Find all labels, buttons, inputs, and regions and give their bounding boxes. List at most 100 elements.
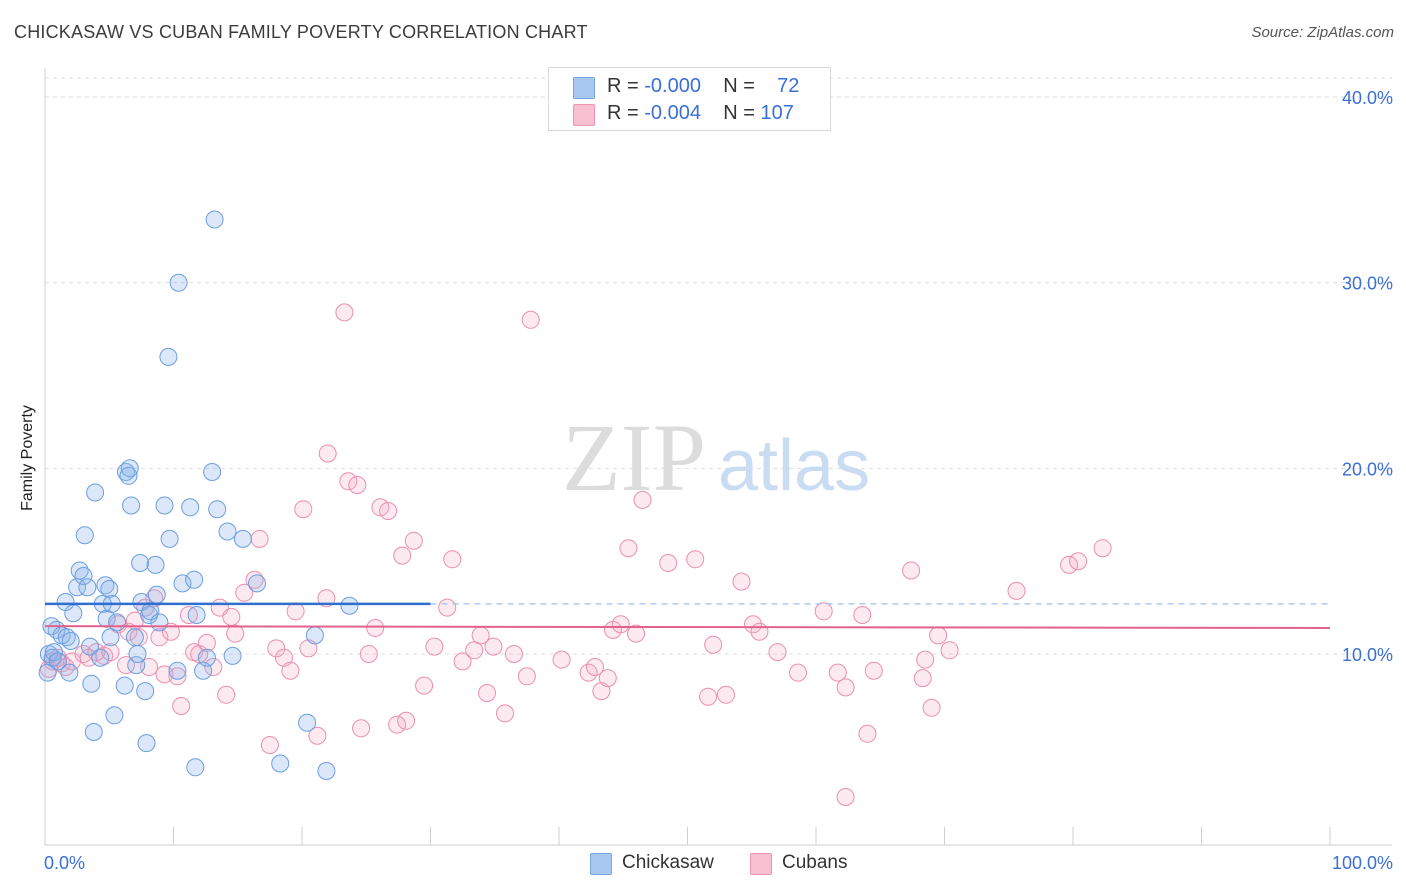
cubans-point [267, 639, 286, 658]
tick-labels: 10.0% 20.0% 30.0% 40.0% 0.0% 100.0% [44, 88, 1393, 873]
chickasaw-point [48, 652, 67, 671]
cubans-point [598, 669, 617, 688]
cubans-point [913, 669, 932, 688]
cubans-point [294, 500, 313, 519]
chickasaw-point [340, 596, 359, 615]
cubans-point [586, 658, 604, 676]
chickasaw-point [197, 648, 216, 667]
chickasaw-point [305, 626, 324, 645]
cubans-point [404, 531, 423, 550]
cubans-point [117, 656, 135, 675]
chickasaw-point [271, 754, 290, 773]
legend-r-label: R = [607, 102, 639, 124]
cubans-point [922, 698, 941, 717]
chickasaw-point [223, 646, 242, 665]
chickasaw-point [203, 463, 222, 481]
chickasaw-point [60, 663, 79, 682]
chickasaw-point [91, 648, 110, 667]
chickasaw-point [108, 613, 126, 632]
cubans-point [699, 687, 718, 706]
chickasaw-point [75, 526, 94, 545]
cubans-point [317, 589, 336, 608]
chickasaw-point [205, 210, 224, 229]
grid-lines [45, 77, 1392, 655]
cubans-point [750, 622, 769, 641]
legend-n-label: N = [723, 75, 755, 97]
cubans-point [217, 685, 236, 704]
cubans-point [768, 643, 787, 662]
y-tick-label: 20.0% [1342, 459, 1393, 479]
cubans-point [686, 550, 705, 569]
cubans-point [425, 637, 444, 656]
cubans-point [397, 711, 416, 730]
chickasaw-point [160, 529, 179, 548]
cubans-point [281, 661, 300, 680]
cubans-point [659, 554, 678, 572]
cubans-point [235, 583, 254, 602]
cubans-point [318, 444, 337, 463]
chickasaw-point [101, 628, 120, 647]
cubans-point [478, 684, 496, 702]
chickasaw-point [78, 578, 97, 597]
cubans-point [168, 667, 187, 686]
chickasaw-point [115, 676, 134, 695]
chickasaw-point [64, 604, 83, 623]
cubans-point [732, 572, 751, 591]
cubans-point [260, 736, 279, 754]
chickasaw-point [298, 713, 317, 732]
watermark: ZIP atlas [562, 404, 870, 511]
legend-swatch-chickasaw [573, 77, 595, 99]
cubans-point [744, 615, 762, 634]
cubans-point [704, 635, 723, 654]
cubans-point [453, 652, 472, 671]
cubans-point [250, 529, 269, 548]
chickasaw-point [45, 643, 63, 662]
cubans-point [348, 476, 367, 494]
trend-lines [44, 602, 1331, 630]
cubans-point [438, 598, 457, 617]
chart-title: CHICKASAW VS CUBAN FAMILY POVERTY CORREL… [14, 22, 588, 42]
y-tick-label: 40.0% [1342, 88, 1393, 108]
chickasaw-point [137, 734, 156, 753]
cubans-point [858, 724, 877, 743]
chickasaw-points [38, 210, 359, 780]
cubans-point [1060, 555, 1079, 574]
cubans-point [204, 658, 223, 676]
cubans-point [1069, 552, 1088, 571]
cubans-point [814, 602, 833, 621]
cubans-point [286, 602, 305, 621]
chickasaw-point [146, 555, 165, 574]
y-tick-label: 10.0% [1342, 645, 1393, 665]
cubans-point [379, 502, 398, 520]
chickasaw-point [187, 606, 206, 624]
legend-n-value: 107 [760, 102, 794, 124]
cubans-point [505, 645, 523, 663]
chickasaw-point [120, 459, 139, 478]
cubans-point [443, 550, 462, 569]
cubans-point [308, 726, 327, 745]
cubans-point [179, 606, 198, 624]
cubans-point [484, 637, 503, 656]
cubans-point [226, 624, 245, 643]
legend-n-label: N = [723, 102, 755, 124]
legend-r-label: R = [607, 75, 639, 97]
bottom-legend-swatch-chickasaw [590, 853, 612, 875]
cubans-point [275, 648, 293, 667]
cubans-point [633, 490, 652, 509]
y-tick-label: 30.0% [1342, 274, 1393, 294]
cubans-point [611, 615, 630, 634]
cubans-point [197, 633, 216, 652]
cubans-point [415, 676, 434, 695]
legend-r-value: -0.004 [644, 102, 701, 124]
cubans-point [352, 719, 371, 738]
cubans-point [836, 788, 855, 806]
legend-swatch-cubans [573, 104, 595, 126]
cubans-point [902, 561, 921, 580]
cubans-point [496, 704, 514, 723]
chickasaw-point [136, 682, 155, 701]
chickasaw-point [317, 762, 336, 780]
cubans-point [853, 606, 872, 624]
cubans-point [1093, 539, 1112, 558]
chickasaw-point [61, 632, 80, 650]
x-tick-label-max: 100.0% [1332, 853, 1393, 873]
